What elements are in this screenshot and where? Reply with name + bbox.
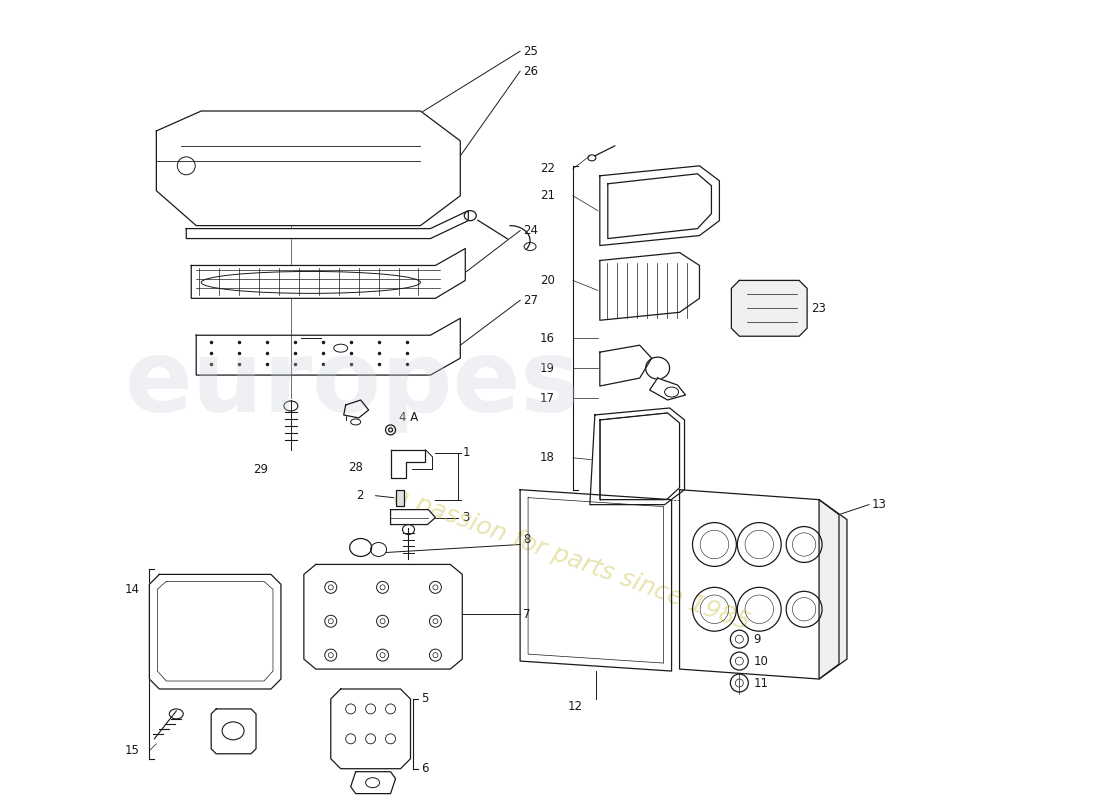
Polygon shape (820, 500, 847, 679)
Text: europes: europes (124, 335, 581, 433)
Text: 8: 8 (524, 533, 530, 546)
Text: 21: 21 (540, 190, 556, 202)
Polygon shape (150, 574, 280, 689)
Polygon shape (331, 689, 410, 769)
Polygon shape (390, 510, 436, 525)
Text: 18: 18 (540, 451, 556, 464)
Polygon shape (590, 408, 684, 505)
Polygon shape (600, 345, 651, 386)
Text: 4 A: 4 A (398, 411, 418, 425)
Text: 22: 22 (540, 162, 556, 175)
Polygon shape (650, 378, 685, 400)
Text: 5: 5 (421, 693, 429, 706)
Polygon shape (186, 210, 469, 238)
Polygon shape (343, 400, 368, 418)
Text: 7: 7 (524, 608, 530, 621)
Polygon shape (680, 490, 839, 679)
Text: 16: 16 (540, 332, 556, 345)
Text: 1: 1 (462, 446, 470, 459)
Text: 19: 19 (540, 362, 556, 374)
Text: 12: 12 (568, 701, 582, 714)
Polygon shape (600, 166, 719, 246)
Text: 11: 11 (754, 677, 768, 690)
Polygon shape (304, 565, 462, 669)
Polygon shape (196, 318, 460, 375)
Text: 27: 27 (524, 294, 538, 307)
Polygon shape (351, 772, 396, 794)
Text: 15: 15 (124, 744, 140, 758)
Text: 24: 24 (524, 224, 538, 237)
Text: 6: 6 (421, 762, 429, 775)
Polygon shape (390, 450, 426, 478)
Text: 2: 2 (355, 489, 363, 502)
Polygon shape (211, 709, 256, 754)
Text: 9: 9 (754, 633, 761, 646)
Text: 14: 14 (124, 583, 140, 596)
Text: 17: 17 (540, 391, 556, 405)
Text: 26: 26 (524, 65, 538, 78)
Text: 25: 25 (524, 45, 538, 58)
Text: 28: 28 (349, 462, 363, 474)
Text: a passion for parts since 1985: a passion for parts since 1985 (390, 483, 754, 635)
Text: 29: 29 (253, 463, 268, 476)
Text: 23: 23 (811, 302, 826, 315)
Polygon shape (191, 249, 465, 298)
Text: 13: 13 (872, 498, 887, 511)
Bar (396, 490, 404, 506)
Polygon shape (600, 253, 700, 320)
Text: 10: 10 (754, 654, 768, 667)
Text: 20: 20 (540, 274, 556, 287)
Text: 3: 3 (462, 511, 470, 524)
Polygon shape (732, 281, 807, 336)
Text: 4: 4 (392, 563, 399, 576)
Polygon shape (156, 111, 460, 226)
